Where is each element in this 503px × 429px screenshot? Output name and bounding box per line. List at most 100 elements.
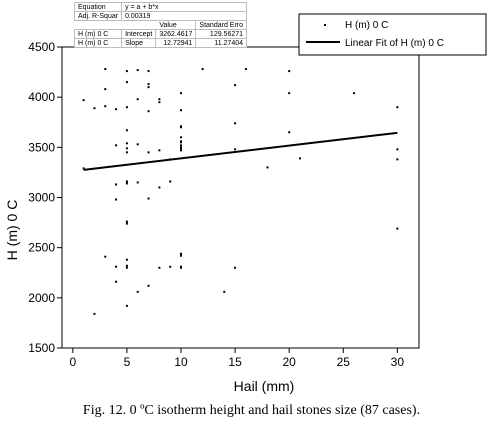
data-point: [115, 183, 118, 186]
data-point: [180, 125, 182, 128]
data-point: [288, 92, 291, 95]
data-point: [180, 144, 182, 147]
data-point: [158, 266, 161, 269]
stats-equation-label: Equation: [73, 2, 123, 12]
data-point: [136, 181, 139, 184]
stats-equation-value: y = a + b*x: [121, 2, 248, 12]
x-tick-label: 15: [228, 355, 242, 369]
data-point: [104, 255, 107, 258]
data-point: [223, 290, 226, 293]
x-tick-label: 0: [69, 355, 76, 369]
data-point: [147, 110, 150, 113]
stats-error: 129.56271: [195, 29, 248, 39]
data-point: [169, 180, 172, 183]
data-point: [396, 158, 399, 161]
stats-header-blank: [121, 20, 157, 30]
data-point: [125, 106, 128, 109]
data-point: [244, 68, 247, 71]
data-point: [93, 312, 96, 315]
data-point: [125, 151, 128, 154]
x-tick-label: 10: [174, 355, 188, 369]
data-point: [180, 126, 182, 129]
data-point: [396, 148, 399, 151]
figure-caption: Fig. 12. 0 ºC isotherm height and hail s…: [82, 403, 421, 418]
data-point: [180, 265, 182, 268]
y-axis-label: H (m) 0 C: [4, 200, 20, 261]
data-points: [82, 68, 399, 315]
data-point: [180, 252, 182, 255]
data-point: [147, 197, 150, 200]
stats-row-slope: H (m) 0 C Slope 12.72941 11.27404: [73, 38, 248, 48]
data-point: [353, 92, 356, 95]
data-point: [125, 266, 128, 269]
legend-box: [298, 13, 487, 56]
stats-var: H (m) 0 C: [73, 38, 123, 48]
data-point: [82, 99, 85, 102]
data-point: [396, 227, 399, 230]
data-point: [125, 70, 128, 73]
y-tick-label: 2000: [28, 291, 55, 305]
stats-param: Slope: [121, 38, 157, 48]
data-point: [125, 258, 128, 261]
data-point: [234, 148, 237, 151]
fit-line-group: [83, 131, 398, 171]
x-tick-label: 25: [337, 355, 351, 369]
data-point: [180, 136, 182, 139]
data-point: [136, 290, 139, 293]
x-axis-label: Hail (mm): [234, 378, 295, 394]
data-point: [180, 146, 182, 149]
legend-marker-scatter: [324, 24, 326, 26]
data-point: [136, 98, 139, 101]
y-tick-label: 4500: [28, 40, 55, 54]
data-point: [104, 105, 107, 108]
data-point: [180, 141, 182, 144]
data-point: [147, 83, 150, 86]
data-point: [158, 98, 161, 101]
stats-header-blank: [73, 20, 123, 30]
legend: H (m) 0 C Linear Fit of H (m) 0 C: [298, 13, 487, 56]
data-point: [180, 266, 182, 269]
data-point: [201, 68, 204, 71]
data-point: [82, 167, 85, 170]
scatter-chart: 1500 2000 2500 3000 3500 4000 4500 0 5 10 15 20 25 3…: [4, 13, 487, 394]
data-point: [147, 86, 150, 89]
stats-var: H (m) 0 C: [73, 29, 123, 39]
data-point: [147, 70, 150, 73]
x-tick-label: 5: [124, 355, 131, 369]
data-point: [104, 88, 107, 91]
data-point: [115, 280, 118, 283]
data-point: [125, 220, 128, 223]
data-point: [180, 109, 182, 112]
data-point: [234, 122, 237, 125]
stats-r-value: 0.00319: [121, 11, 248, 21]
stats-param: Intercept: [121, 29, 157, 39]
data-point: [125, 129, 128, 132]
data-point: [396, 106, 399, 109]
data-point: [180, 92, 182, 95]
data-point: [180, 254, 182, 257]
stats-row-equation: Equation y = a + b*x: [73, 2, 248, 12]
data-point: [115, 198, 118, 201]
y-tick-label: 1500: [28, 341, 55, 355]
data-point: [288, 70, 291, 73]
y-axis-ticks: 1500 2000 2500 3000 3500 4000 4500: [28, 40, 62, 355]
plot-frame: [61, 46, 420, 349]
data-point: [158, 149, 161, 152]
data-point: [125, 81, 128, 84]
data-point: [169, 265, 172, 268]
data-point: [93, 107, 96, 110]
data-point: [299, 157, 301, 160]
y-tick-label: 2500: [28, 241, 55, 255]
data-point: [125, 222, 128, 225]
data-point: [125, 182, 128, 185]
stats-row-header: Value Standard Erro: [73, 20, 248, 30]
stats-header-value: Value: [155, 20, 197, 30]
data-point: [125, 180, 128, 183]
data-point: [115, 265, 118, 268]
fit-line: [83, 131, 398, 171]
y-tick-label: 4000: [28, 90, 55, 104]
data-point: [158, 101, 161, 104]
data-point: [288, 131, 291, 134]
data-point: [125, 304, 128, 307]
data-point: [115, 144, 118, 147]
